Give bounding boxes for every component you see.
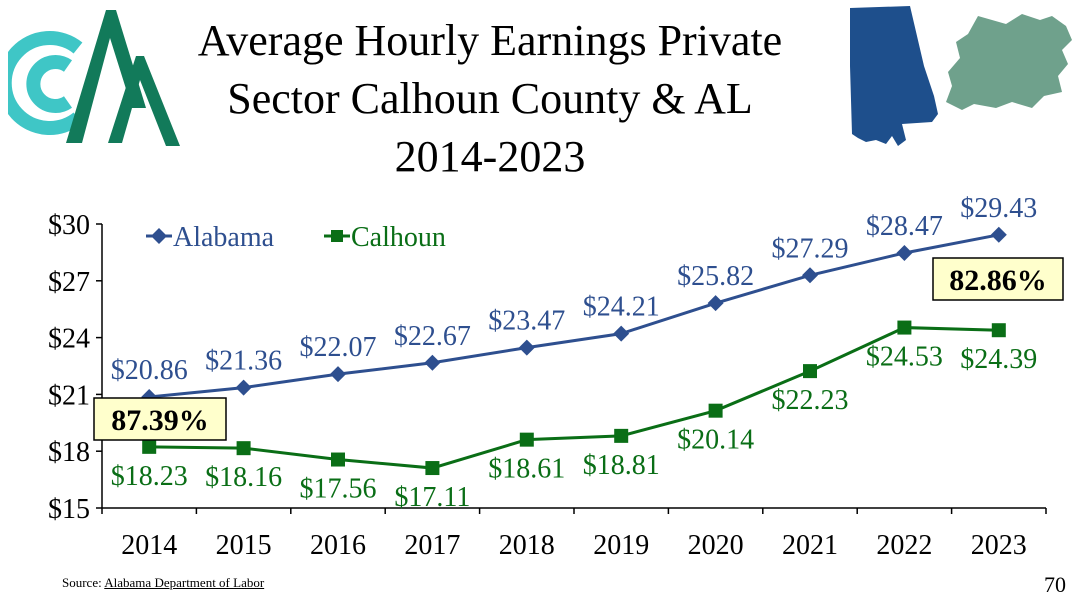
x-tick-label: 2020 [688,530,744,561]
point-alabama [707,295,724,312]
data-label-alabama: $20.86 [111,355,188,386]
title-line-1: Average Hourly Earnings Private [197,16,783,65]
data-label-calhoun: $20.14 [677,425,754,456]
point-calhoun [708,403,723,418]
slide-title: Average Hourly Earnings Private Sector C… [120,12,860,186]
legend-diamond-icon [151,228,167,244]
x-tick-label: 2022 [876,530,932,561]
data-label-alabama: $28.47 [866,211,943,242]
x-tick-label: 2014 [121,530,177,561]
point-calhoun [331,452,345,467]
source-link[interactable]: Alabama Department of Labor [104,575,265,590]
logo-green-peaks [66,10,180,146]
logo-teal-arcs [8,31,83,135]
callout-2014: 87.39% [93,397,227,441]
data-label-calhoun: $17.11 [394,482,470,513]
point-alabama [518,339,535,356]
legend-square-icon [331,230,343,242]
data-label-alabama: $24.21 [583,292,660,323]
point-calhoun [897,320,912,335]
point-alabama [802,267,818,284]
point-calhoun [614,428,629,443]
y-tick-label: $27 [48,267,90,298]
series-line-alabama [149,233,1000,399]
page-number: 70 [1044,572,1066,597]
data-label-alabama: $23.47 [488,306,565,337]
calhoun-county-map-icon [946,14,1072,110]
data-label-calhoun: $18.23 [111,461,188,492]
callout-2023: 82.86% [932,257,1064,301]
title-line-2: Sector Calhoun County & AL [227,74,753,123]
callout-2023-text: 82.86% [949,264,1047,297]
point-calhoun [142,439,157,454]
data-label-calhoun: $24.39 [960,344,1037,375]
x-tick-label: 2017 [404,530,460,561]
legend-item-alabama: Alabama [146,222,275,253]
cma-logo [8,10,180,146]
legend-item-calhoun: Calhoun [324,222,446,253]
point-calhoun [425,461,440,476]
x-tick-label: 2015 [216,530,272,561]
point-alabama [990,226,1007,243]
data-label-calhoun: $24.53 [866,342,943,373]
callout-2014-text: 87.39% [111,404,209,437]
x-tick-label: 2019 [593,530,649,561]
legend-label-calhoun: Calhoun [351,222,446,253]
y-axis: $15 $18 $21 $24 $27 $30 [48,210,103,525]
data-label-alabama: $21.36 [205,346,282,377]
point-alabama [896,244,913,261]
series-line-calhoun [149,326,999,470]
point-calhoun [519,432,534,447]
data-label-alabama: $22.07 [300,332,377,363]
x-tick-label: 2016 [310,530,366,561]
x-axis: 2014 2015 2016 2017 2018 2019 2020 2021 2022 2023 [101,507,1047,561]
data-label-alabama: $27.29 [772,233,849,264]
data-label-alabama: $29.43 [960,193,1037,224]
y-tick-label: $15 [48,494,90,525]
point-calhoun [991,323,1006,338]
data-label-calhoun: $18.81 [583,450,660,481]
source-note: Source: Alabama Department of Labor [62,575,264,591]
alabama-map-icon [850,6,938,146]
legend-label-alabama: Alabama [173,222,275,253]
source-prefix: Source: [62,575,102,590]
data-label-alabama: $25.82 [677,261,754,292]
data-label-calhoun: $18.16 [205,462,282,493]
legend: Alabama Calhoun [146,222,446,253]
x-tick-label: 2018 [499,530,555,561]
title-line-3: 2014-2023 [394,132,586,181]
y-tick-label: $18 [48,437,90,468]
data-label-calhoun: $22.23 [772,385,849,416]
y-tick-label: $24 [48,324,90,355]
point-alabama [424,354,441,371]
data-label-calhoun: $17.56 [300,474,377,505]
data-label-calhoun: $18.61 [488,454,565,485]
y-tick-label: $21 [48,380,90,411]
x-tick-label: 2021 [782,530,838,561]
point-alabama [235,379,252,396]
x-tick-label: 2023 [971,530,1027,561]
point-alabama [330,366,346,383]
y-tick-label: $30 [48,210,90,241]
point-calhoun [236,441,251,456]
point-calhoun [803,364,817,379]
data-label-alabama: $22.67 [394,321,471,352]
point-alabama [613,325,630,342]
